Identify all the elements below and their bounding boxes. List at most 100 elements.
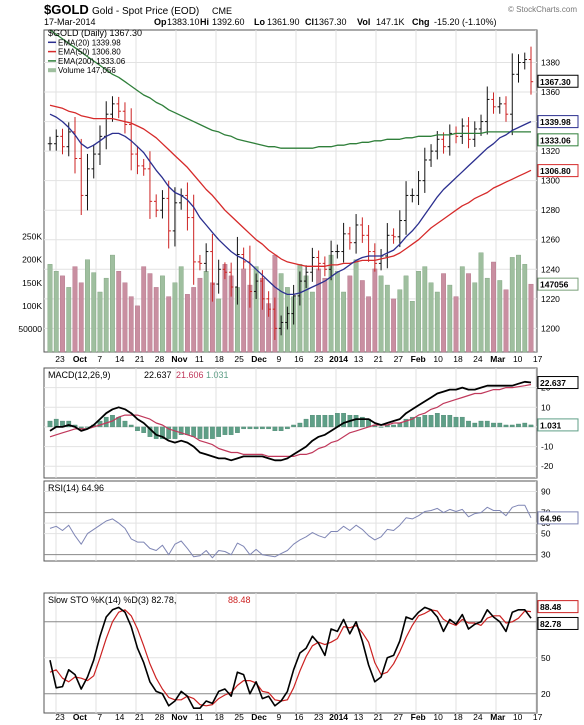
- volume-tick-label: 150K: [22, 278, 42, 288]
- stochastic-d-value-tag: 88.48: [540, 602, 562, 612]
- volume-bar: [359, 280, 365, 353]
- x-tick-label: Feb: [411, 354, 426, 364]
- macd-tick-label: 10: [541, 402, 551, 412]
- x-tick-label: Dec: [251, 354, 267, 364]
- ema200-value-tag: 1333.06: [540, 135, 571, 145]
- macd-value-tag: 22.637: [540, 378, 566, 388]
- macd-histogram-bar: [253, 426, 259, 430]
- x-tick-label: Oct: [73, 712, 87, 722]
- ema50-value-tag: 1306.80: [540, 166, 571, 176]
- price-legend-entry: EMA(50) 1306.80: [58, 48, 121, 57]
- volume-bar: [78, 282, 84, 353]
- volume-bar: [472, 282, 478, 353]
- volume-bar: [97, 291, 103, 353]
- header-cl: 1367.30: [314, 17, 347, 27]
- ema50-value-tag-box: [537, 164, 579, 178]
- macd-histogram-bar: [391, 424, 396, 428]
- volume-bar: [422, 266, 428, 353]
- volume-bar: [85, 259, 90, 353]
- x-tick-label: 18: [453, 712, 463, 722]
- volume-bar: [409, 301, 415, 353]
- macd-histogram-bar: [335, 413, 340, 428]
- volume-value-tag-box: [537, 277, 579, 291]
- macd-tick-label: -10: [541, 442, 554, 452]
- macd-histogram-bar: [359, 416, 365, 428]
- macd-value-tag-box: [537, 376, 579, 390]
- volume-bar: [91, 272, 97, 353]
- header-exchange: CME: [212, 6, 232, 16]
- x-tick-label: 23: [55, 354, 65, 364]
- ema20-value-tag: 1339.98: [540, 117, 571, 127]
- price-legend-entry: $GOLD (Daily) 1367.30: [48, 28, 142, 38]
- macd-tick-label: -20: [541, 461, 554, 471]
- macd-histogram-bar: [141, 426, 147, 433]
- macd-legend-hist: 1.031: [206, 370, 229, 380]
- macd-histogram-bar: [285, 426, 290, 430]
- volume-bar: [316, 268, 322, 353]
- volume-bar: [378, 275, 384, 353]
- x-tick-label: 10: [513, 712, 523, 722]
- price-tick-label: 1300: [541, 176, 560, 186]
- x-tick-label: 10: [433, 712, 443, 722]
- macd-histogram-bar: [266, 426, 271, 430]
- macd-histogram-bar: [453, 416, 459, 428]
- volume-bar: [110, 254, 115, 353]
- stochastic-panel: 205080Slow STO %K(14) %D(3) 82.78,88.488…: [43, 592, 579, 714]
- x-tick-label: 18: [214, 354, 224, 364]
- x-tick-label: 18: [453, 354, 463, 364]
- volume-bar: [160, 275, 165, 353]
- macd-histogram-bar: [210, 426, 215, 439]
- volume-bar: [203, 271, 209, 353]
- x-tick-label: 7: [97, 354, 102, 364]
- ema20-value-tag-box: [537, 115, 579, 129]
- x-tick-label: 24: [473, 712, 483, 722]
- volume-bar: [216, 298, 222, 353]
- macd-histogram-bar: [47, 420, 53, 428]
- price-tick-label: 1380: [541, 57, 560, 67]
- x-tick-label: 17: [533, 712, 543, 722]
- header-lo-label: Lo: [254, 17, 265, 27]
- volume-bar: [141, 266, 147, 353]
- header-op: 1383.10: [167, 17, 200, 27]
- x-tick-label: 23: [55, 712, 65, 722]
- x-tick-label: Nov: [171, 354, 187, 364]
- macd-histogram-bar: [322, 414, 328, 428]
- macd-histogram-bar: [403, 418, 409, 428]
- volume-tick-label: 250K: [22, 232, 42, 242]
- macd-histogram-bar: [128, 424, 134, 428]
- volume-bar: [334, 271, 340, 353]
- x-tick-label: 13: [354, 354, 364, 364]
- macd-hist-value-tag-box: [537, 418, 579, 432]
- x-tick-label: 18: [214, 712, 224, 722]
- ema200-value-tag-box: [537, 133, 579, 147]
- macd-histogram-bar: [428, 414, 434, 428]
- price-tick-label: 1320: [541, 146, 560, 156]
- macd-histogram-bar: [185, 426, 190, 435]
- price-tick-label: 1360: [541, 87, 560, 97]
- header-chg-label: Chg: [412, 17, 430, 27]
- macd-histogram-bar: [478, 420, 484, 428]
- macd-histogram-bar: [522, 422, 528, 428]
- x-tick-label: 9: [277, 712, 282, 722]
- header-vol-label: Vol: [357, 17, 370, 27]
- macd-legend-value: 22.637: [144, 370, 172, 380]
- volume-bar: [434, 291, 440, 353]
- macd-histogram-bar: [447, 414, 453, 428]
- macd-histogram-bar: [191, 426, 197, 437]
- macd-histogram-bar: [484, 420, 490, 428]
- volume-bar: [497, 280, 503, 353]
- volume-tick-label: 100K: [22, 301, 42, 311]
- volume-bar: [72, 266, 78, 353]
- header-op-label: Op: [154, 17, 167, 27]
- x-tick-label: Mar: [490, 354, 506, 364]
- volume-bar: [166, 296, 172, 353]
- volume-bar: [172, 282, 178, 353]
- macd-histogram-bar: [434, 413, 440, 428]
- x-tick-label: 14: [115, 712, 125, 722]
- volume-bar: [441, 273, 446, 353]
- rsi-plot-area: [43, 480, 538, 562]
- macd-histogram-bar: [166, 426, 172, 439]
- macd-histogram-bar: [441, 414, 446, 428]
- price-panel: 1200122012401260128013001320134013601380…: [18, 28, 579, 353]
